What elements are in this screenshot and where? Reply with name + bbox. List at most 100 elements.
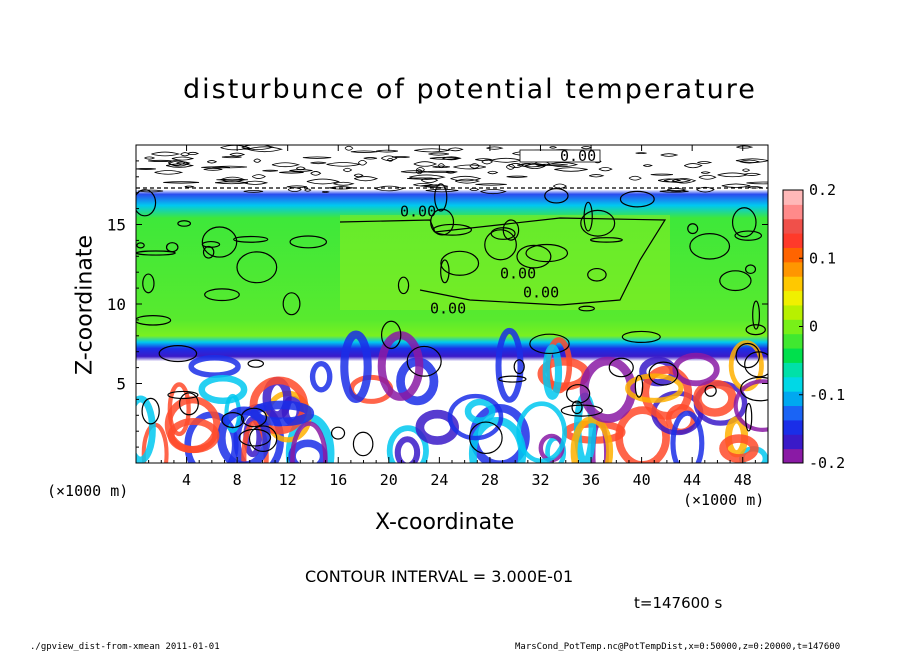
plume-swirl xyxy=(309,361,333,393)
colorbar-segment-10 xyxy=(783,304,803,320)
noise-contour xyxy=(554,167,588,172)
noise-contour xyxy=(136,168,156,170)
contour-loop xyxy=(406,345,442,377)
contour-loop xyxy=(282,292,301,316)
contour-label-2: 0.00 xyxy=(523,284,559,302)
noise-contour xyxy=(326,162,360,167)
noise-contour xyxy=(506,175,528,178)
noise-contour xyxy=(448,147,464,152)
upper-contour-noise xyxy=(136,145,768,195)
noise-contour xyxy=(735,158,768,163)
plume-swirl xyxy=(625,373,684,403)
colorbar-segment-5 xyxy=(783,376,803,392)
noise-contour xyxy=(450,175,482,182)
noise-contour xyxy=(151,151,181,157)
contour-loop xyxy=(745,264,757,275)
green-region-contour xyxy=(339,217,667,306)
noise-contour xyxy=(381,155,398,161)
noise-contour xyxy=(376,149,398,153)
x-tick-label-1: 8 xyxy=(233,471,242,489)
noise-contour xyxy=(201,166,230,169)
colorbar-segment-9 xyxy=(783,319,803,335)
noise-contour xyxy=(721,183,751,188)
time-label: t=147600 s xyxy=(634,594,723,612)
noise-contour xyxy=(363,157,378,160)
noise-contour xyxy=(415,167,426,173)
contour-loop xyxy=(587,267,607,282)
contour-loop xyxy=(221,412,245,429)
noise-contour xyxy=(415,169,424,175)
contour-loop xyxy=(525,243,569,263)
x-tick-label-3: 16 xyxy=(329,471,347,489)
x-axis: 4 8 12 16 20 24 28 32 36 40 44 48 xyxy=(148,145,756,489)
plume-swirl xyxy=(693,379,737,417)
contour-loop xyxy=(397,276,410,295)
noise-contour xyxy=(588,174,605,178)
noise-contour xyxy=(220,145,251,151)
noise-contour xyxy=(487,170,499,175)
noise-contour xyxy=(154,170,184,175)
noise-contour xyxy=(180,152,191,157)
noise-contour xyxy=(302,156,332,159)
noise-contour xyxy=(163,181,200,184)
noise-contour xyxy=(742,168,751,172)
noise-contour xyxy=(262,169,278,172)
noise-contour xyxy=(176,161,191,165)
contour-loop xyxy=(529,333,570,355)
contour-loop xyxy=(248,425,278,452)
colorbar-segment-16 xyxy=(783,218,803,234)
noise-contour xyxy=(296,166,306,171)
noise-contour xyxy=(289,169,313,172)
colorbar-segment-11 xyxy=(783,290,803,306)
contour-loop xyxy=(380,320,402,350)
contour-loop xyxy=(731,207,757,238)
noise-contour xyxy=(354,176,379,182)
colorbar-segment-8 xyxy=(783,333,803,349)
noise-contour xyxy=(168,160,190,167)
noise-contour xyxy=(357,160,368,166)
contour-loop xyxy=(687,223,699,235)
plume-swirl xyxy=(615,406,670,463)
contour-loop xyxy=(752,300,761,330)
contour-loop xyxy=(621,330,661,343)
contour-loop xyxy=(136,242,145,249)
contour-interval: CONTOUR INTERVAL = 3.000E-01 xyxy=(305,567,574,586)
contour-label-3: 0.00 xyxy=(430,300,466,318)
noise-contour xyxy=(657,178,682,183)
noise-contour xyxy=(747,185,763,189)
noise-gap xyxy=(519,149,601,163)
noise-contour xyxy=(207,160,218,164)
contour-loop xyxy=(745,324,766,336)
contour-loop xyxy=(580,209,616,237)
noise-contour xyxy=(187,151,200,156)
plume-swirl xyxy=(188,355,241,378)
noise-contour xyxy=(475,158,492,161)
contour-loop xyxy=(578,305,595,312)
y-tick-label-0: 5 xyxy=(116,375,126,394)
plume-swirl xyxy=(733,379,768,432)
noise-contour xyxy=(310,171,322,176)
contour-loop xyxy=(434,183,448,212)
colorbar-segment-2 xyxy=(783,419,803,435)
contour-loop xyxy=(233,235,269,243)
plume-swirl xyxy=(198,375,248,405)
noise-contour xyxy=(414,148,450,153)
contour-loop xyxy=(240,407,268,428)
noise-contour xyxy=(171,156,195,161)
noise-contour xyxy=(253,158,262,163)
noise-contour xyxy=(508,163,524,168)
contour-loop xyxy=(141,397,160,425)
noise-contour xyxy=(432,165,450,169)
plume-swirl xyxy=(579,356,637,423)
noise-contour xyxy=(549,146,557,149)
plume-swirl xyxy=(167,417,220,454)
contour-loop xyxy=(238,428,272,447)
colorbar-segment-4 xyxy=(783,391,803,407)
noise-contour xyxy=(700,171,711,174)
contour-loop xyxy=(619,190,655,208)
colorbar-label-4: -0.2 xyxy=(809,454,845,472)
x-tick-label-9: 40 xyxy=(633,471,651,489)
noise-contour xyxy=(684,163,703,169)
x-tick-label-8: 36 xyxy=(582,471,600,489)
contour-loop xyxy=(177,220,192,227)
